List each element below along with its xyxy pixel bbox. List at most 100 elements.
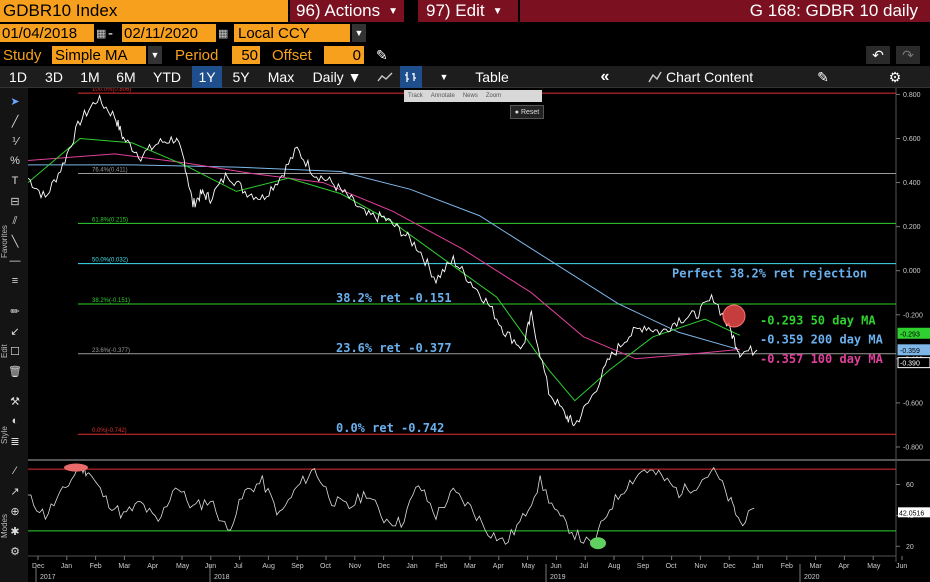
period-ytd[interactable]: YTD xyxy=(153,69,181,85)
fib-level-label: 100.0%(0.806) xyxy=(92,88,131,93)
line-chart-icon[interactable] xyxy=(374,66,396,88)
annotate-tool[interactable]: Annotate xyxy=(430,93,455,99)
pencil-icon[interactable]: ✎ xyxy=(376,46,388,63)
frequency-select[interactable]: Daily ▼ xyxy=(312,69,362,85)
rsi-overbought-fill xyxy=(64,463,88,472)
chart-toolbar: 1D 3D 1M 6M YTD 1Y 5Y Max Daily ▼ ▼ Tabl… xyxy=(0,66,930,88)
pointer-icon[interactable]: ➤ xyxy=(10,95,20,108)
period-1m[interactable]: 1M xyxy=(80,69,100,85)
x-tick-label: Mar xyxy=(810,563,823,570)
gear-icon[interactable]: ⚙ xyxy=(888,68,902,85)
reset-button[interactable]: ● Reset xyxy=(510,105,544,119)
ruler-icon[interactable]: ⊟ xyxy=(10,195,20,208)
price-line xyxy=(28,94,758,427)
palette-icon[interactable]: ◐ xyxy=(11,415,19,427)
period-5y[interactable]: 5Y xyxy=(232,69,250,85)
zoom-tool[interactable]: Zoom xyxy=(485,93,502,99)
study-select[interactable]: Simple MA xyxy=(52,46,146,64)
mode-c-icon[interactable]: ⊕ xyxy=(10,505,20,518)
year-label: 2019 xyxy=(550,574,566,581)
y-tick-label: 0.400 xyxy=(903,180,921,187)
fibonacci-icon[interactable]: ⅟ xyxy=(11,135,19,148)
select-icon[interactable]: ☐ xyxy=(10,345,20,358)
collapse-panel-icon[interactable]: « xyxy=(600,68,610,85)
period-input[interactable]: 50 xyxy=(232,46,260,64)
table-button[interactable]: Table xyxy=(475,69,509,85)
calendar-icon[interactable]: ▦ xyxy=(96,27,107,40)
x-tick-label: Dec xyxy=(378,563,391,570)
x-tick-label: Sep xyxy=(637,563,650,570)
x-tick-label: Apr xyxy=(147,563,159,570)
x-tick-label: Jan xyxy=(61,563,72,570)
arrow-icon[interactable]: ↙ xyxy=(10,325,20,338)
favorites-tab[interactable]: Favorites xyxy=(0,225,9,258)
mode-a-icon[interactable]: ⁄ xyxy=(14,465,16,477)
x-tick-label: Nov xyxy=(694,563,707,570)
brush-icon[interactable]: ⚒ xyxy=(10,395,20,408)
period-3d[interactable]: 3D xyxy=(45,69,63,85)
x-tick-label: Mar xyxy=(464,563,477,570)
fib-level-label: 61.8%(0.215) xyxy=(92,217,128,223)
channel-icon[interactable]: ⫽ xyxy=(12,214,18,227)
offset-input[interactable]: 0 xyxy=(324,46,364,64)
chart-content-button[interactable]: Chart Content xyxy=(666,69,754,85)
x-tick-label: Apr xyxy=(838,563,850,570)
hline-icon[interactable]: ― xyxy=(9,255,21,267)
mode-b-icon[interactable]: ↗ xyxy=(10,485,20,498)
draw-line-icon[interactable]: ╱ xyxy=(11,115,19,128)
period-1y[interactable]: 1Y xyxy=(192,66,222,88)
chevron-down-icon: ▼ xyxy=(388,5,399,17)
percent-icon[interactable]: % xyxy=(10,155,20,167)
start-date-input[interactable]: 01/04/2018 xyxy=(0,24,94,42)
text-icon[interactable]: T xyxy=(11,175,19,187)
style-line-icon[interactable]: ≣ xyxy=(10,435,20,448)
last-value-tag xyxy=(897,357,930,369)
fib-level-label: 23.6%(-0.377) xyxy=(92,348,130,354)
trash-icon[interactable]: 🗑 xyxy=(8,365,22,378)
period-max[interactable]: Max xyxy=(267,69,295,85)
actions-menu[interactable]: 96) Actions ▼ xyxy=(290,0,404,22)
edit-menu[interactable]: 97) Edit ▼ xyxy=(418,0,518,22)
chevron-down-icon[interactable]: ▼ xyxy=(148,46,162,64)
x-tick-label: May xyxy=(867,563,881,570)
ma-label: -0.357 100 day MA xyxy=(760,352,884,366)
x-tick-label: Nov xyxy=(349,563,362,570)
currency-select[interactable]: Local CCY xyxy=(234,24,350,42)
last-value-tag xyxy=(897,327,930,339)
pen-icon[interactable]: ✏ xyxy=(10,305,20,318)
security-field[interactable]: GDBR10 Index xyxy=(0,0,288,22)
study-label: Study xyxy=(3,46,42,64)
bars-icon[interactable]: ≡ xyxy=(11,275,19,287)
redo-icon[interactable]: ↷ xyxy=(896,46,920,64)
chevron-down-icon[interactable]: ▼ xyxy=(439,72,449,82)
undo-icon[interactable]: ↶ xyxy=(866,46,890,64)
bar-chart-icon[interactable] xyxy=(400,66,422,88)
mode-d-icon[interactable]: ✱ xyxy=(10,525,20,538)
period-label: Period xyxy=(175,46,219,64)
chevron-down-icon[interactable]: ▼ xyxy=(352,24,366,42)
period-6m[interactable]: 6M xyxy=(116,69,136,85)
offset-label: Offset xyxy=(272,46,312,64)
x-tick-label: Apr xyxy=(493,563,505,570)
period-1d[interactable]: 1D xyxy=(9,69,27,85)
modes-tab[interactable]: Modes xyxy=(0,513,9,538)
year-label: 2018 xyxy=(214,574,230,581)
edit-tab[interactable]: Edit xyxy=(0,344,9,358)
x-tick-label: Jul xyxy=(579,563,588,570)
chart-canvas[interactable]: 100.0%(0.806) 76.4%(0.411) 61.8%(0.215) 50.… xyxy=(28,88,930,582)
x-tick-label: Jan xyxy=(752,563,763,570)
trend-icon[interactable]: ╲ xyxy=(11,235,19,248)
calendar-icon[interactable]: ▦ xyxy=(218,27,229,40)
mode-e-icon[interactable]: ⚙ xyxy=(10,545,20,558)
x-tick-label: Oct xyxy=(666,563,677,570)
news-tool[interactable]: News xyxy=(462,93,478,99)
security-ticker: GDBR10 Index xyxy=(3,1,118,20)
x-tick-label: May xyxy=(522,563,536,570)
end-date-input[interactable]: 02/11/2020 xyxy=(122,24,216,42)
track-tool[interactable]: Track xyxy=(408,93,423,99)
fib-level-label: 0.0%(-0.742) xyxy=(92,428,127,434)
x-tick-label: Feb xyxy=(435,563,447,570)
edit-chart-icon[interactable]: ✎ xyxy=(817,68,829,85)
style-tab[interactable]: Style xyxy=(0,426,9,444)
x-tick-label: Dec xyxy=(723,563,736,570)
